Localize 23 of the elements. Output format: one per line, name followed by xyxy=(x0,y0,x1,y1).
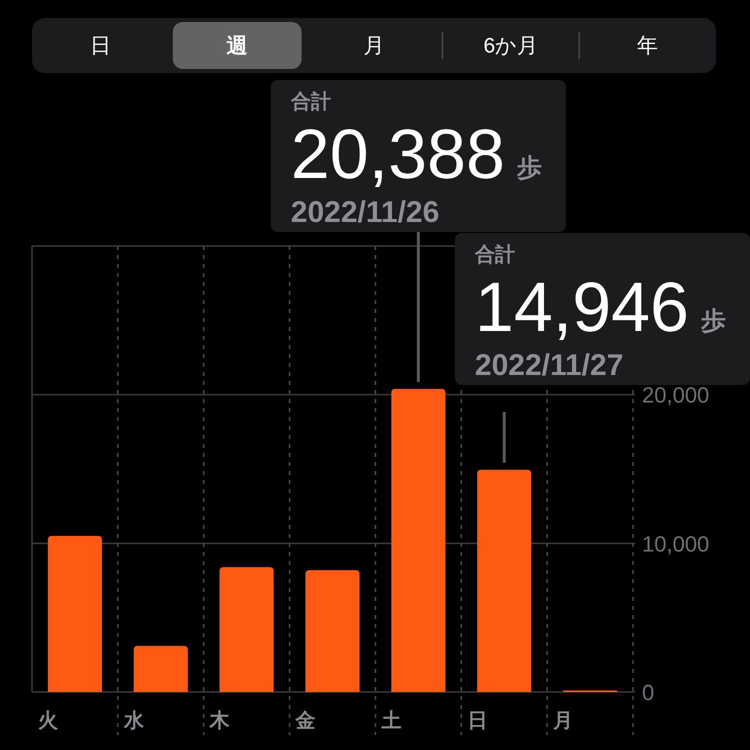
annotation: 合計 xyxy=(474,244,515,266)
x-tick-label: 水 xyxy=(124,710,144,732)
x-tick-label: 土 xyxy=(381,710,402,732)
y-tick-label: 20,000 xyxy=(642,382,710,408)
x-tick-label: 火 xyxy=(38,710,58,732)
tab-label: 年 xyxy=(637,34,658,57)
x-tick-label: 日 xyxy=(467,710,488,732)
tab-label: 週 xyxy=(226,34,248,57)
tab-label: 日 xyxy=(90,34,111,57)
annotation: 2022/11/27 xyxy=(474,349,624,382)
y-tick-label: 10,000 xyxy=(642,530,710,556)
y-tick-label: 0 xyxy=(642,680,654,704)
annotation: 歩 xyxy=(516,154,542,182)
annotation: 合計 xyxy=(290,91,331,113)
annotation: 2022/11/26 xyxy=(290,196,440,229)
data-label: 14,946 xyxy=(474,268,689,346)
data-label: 20,388 xyxy=(290,115,505,193)
x-tick-label: 木 xyxy=(210,710,230,732)
annotation: 歩 xyxy=(701,307,726,335)
x-tick-label: 月 xyxy=(553,710,574,732)
tab-label: 月 xyxy=(364,34,384,57)
tab-label: 6か月 xyxy=(483,34,538,57)
x-tick-label: 金 xyxy=(296,710,316,732)
